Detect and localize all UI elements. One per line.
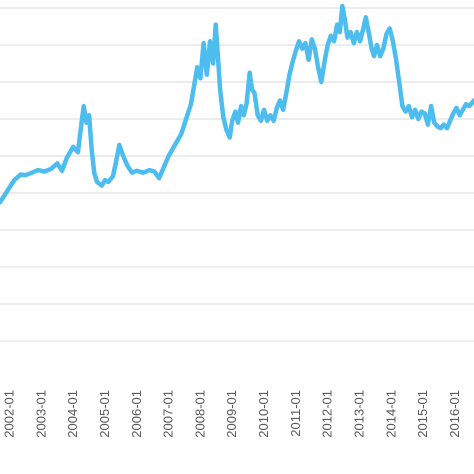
x-tick-label: 2011-01 <box>288 390 303 437</box>
x-tick-label: 2013-01 <box>351 390 366 438</box>
x-tick-label: 2007-01 <box>161 390 176 438</box>
x-tick-label: 2003-01 <box>33 390 48 438</box>
x-tick-label: 2005-01 <box>97 390 112 438</box>
x-axis-tick-labels: 2002-01 2003-01 2004-01 2005-01 2006-01 2007-… <box>2 390 462 438</box>
x-tick-label: 2014-01 <box>383 390 398 438</box>
x-tick-label: 2015-01 <box>415 390 430 438</box>
series-layer <box>0 3 474 205</box>
gridlines <box>0 7 474 342</box>
x-tick-label: 2009-01 <box>224 390 239 438</box>
x-tick-label: 2006-01 <box>129 390 144 438</box>
series-line-0 <box>0 3 474 205</box>
x-tick-label: 2016-01 <box>447 390 462 438</box>
x-tick-label: 2002-01 <box>2 390 17 438</box>
x-tick-label: 2004-01 <box>65 390 80 438</box>
x-tick-label: 2010-01 <box>256 390 271 438</box>
x-tick-label: 2012-01 <box>320 390 335 438</box>
x-tick-label: 2008-01 <box>192 390 207 438</box>
